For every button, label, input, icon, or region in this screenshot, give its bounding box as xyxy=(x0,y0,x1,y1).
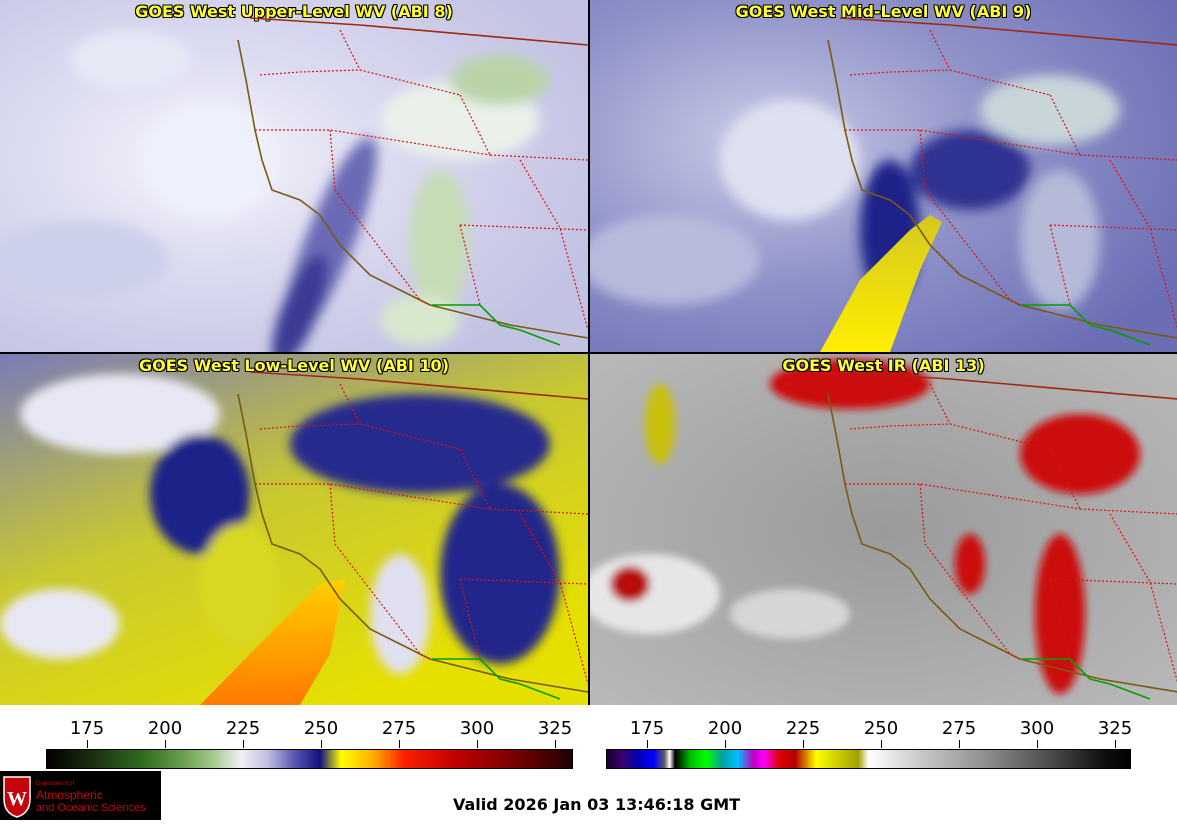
upper-level-wv-panel: GOES West Upper-Level WV (ABI 8) xyxy=(0,0,588,352)
logo-line1: Department of xyxy=(36,781,74,787)
map-overlays xyxy=(237,17,1177,700)
svg-text:W: W xyxy=(7,788,27,810)
tick-label: 175 xyxy=(69,718,105,739)
tick-label: 275 xyxy=(941,718,977,739)
tick-label: 300 xyxy=(459,718,495,739)
panel-divider-horizontal xyxy=(0,352,1177,354)
tick-label: 250 xyxy=(303,718,339,739)
tick-label: 300 xyxy=(1019,718,1055,739)
mid-level-wv-panel: GOES West Mid-Level WV (ABI 9) xyxy=(590,0,1177,352)
tick-label: 175 xyxy=(629,718,665,739)
uw-aos-logo: W Department of Atmospheric and Oceanic … xyxy=(0,771,161,820)
tick-label: 200 xyxy=(147,718,183,739)
logo-line3: and Oceanic Sciences xyxy=(36,802,146,814)
tick-label: 225 xyxy=(225,718,261,739)
tick-label: 275 xyxy=(381,718,417,739)
tick-label: 225 xyxy=(785,718,821,739)
upper-level-wv-image xyxy=(0,0,588,352)
tick-label: 200 xyxy=(707,718,743,739)
panel-title: GOES West Low-Level WV (ABI 10) xyxy=(138,356,449,375)
logo-line2: Atmospheric xyxy=(36,788,103,802)
wv-colorbar xyxy=(46,749,573,769)
tick-label: 325 xyxy=(1097,718,1133,739)
uw-crest-icon: W Department of Atmospheric and Oceanic … xyxy=(3,776,146,818)
mid-level-wv-image xyxy=(590,0,1177,352)
ir-image xyxy=(590,354,1177,705)
ir-colorbar xyxy=(606,749,1131,769)
panel-title: GOES West Mid-Level WV (ABI 9) xyxy=(735,2,1032,21)
us-canada-border xyxy=(249,17,589,46)
panel-title: GOES West Upper-Level WV (ABI 8) xyxy=(135,2,453,21)
ir-panel: GOES West IR (ABI 13) xyxy=(590,354,1177,705)
tick-label: 325 xyxy=(537,718,573,739)
panel-title: GOES West IR (ABI 13) xyxy=(782,356,985,375)
us-mexico-border xyxy=(432,304,561,346)
coastline xyxy=(237,39,589,339)
valid-time: Valid 2026 Jan 03 13:46:18 GMT xyxy=(453,795,741,814)
tick-label: 250 xyxy=(863,718,899,739)
